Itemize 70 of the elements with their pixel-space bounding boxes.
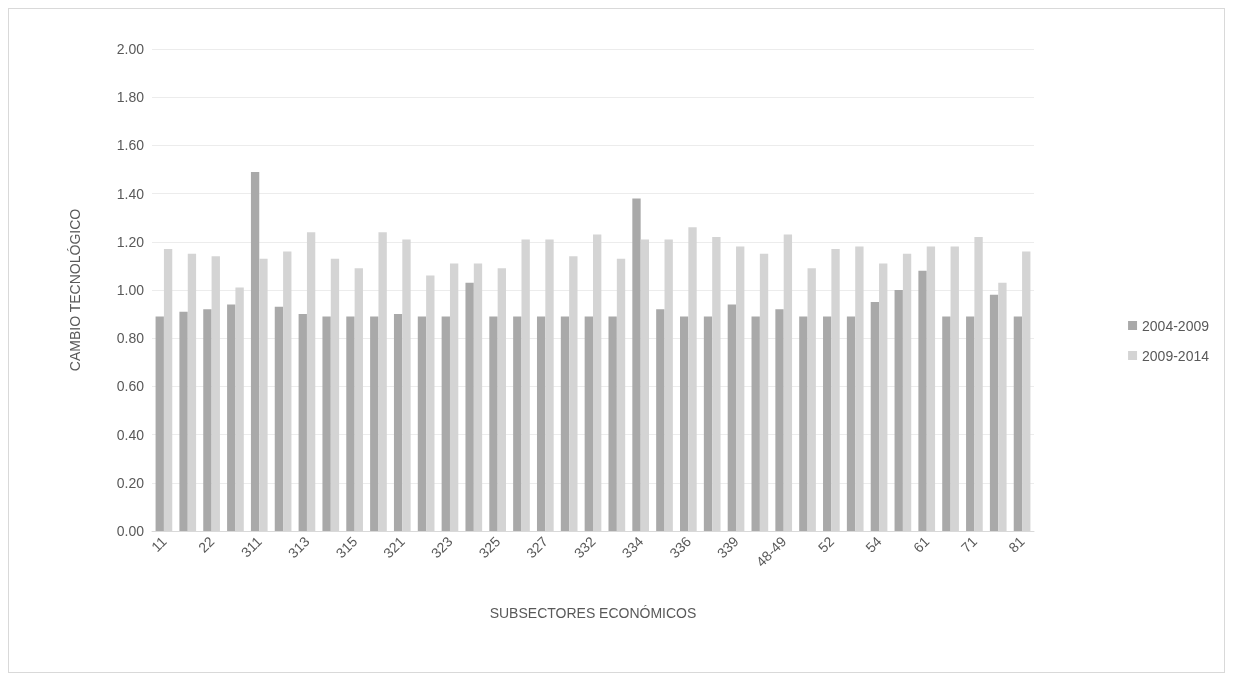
y-tick-label: 1.80 [116, 89, 145, 106]
y-tick-label: 1.60 [116, 137, 145, 154]
bar [656, 309, 665, 531]
y-tick-label: 1.00 [116, 282, 145, 298]
bar [989, 294, 999, 531]
bar [465, 282, 474, 531]
y-tick-label: 0.60 [116, 378, 145, 395]
bar [942, 316, 951, 531]
bar [536, 316, 546, 531]
bar [298, 314, 307, 531]
bar [370, 316, 379, 531]
x-tick-label: 71 [957, 533, 981, 556]
x-tick-label: 325 [475, 533, 504, 562]
bar [632, 198, 641, 531]
bar [823, 316, 832, 531]
y-tick-label: 0.20 [116, 474, 145, 491]
x-tick-label: 339 [713, 533, 742, 562]
bar [799, 316, 808, 531]
bar [703, 316, 713, 531]
x-axis-title: SUBSECTORES ECONÓMICOS [489, 605, 697, 621]
bar [250, 171, 260, 531]
bar [846, 316, 856, 531]
x-tick-label: 61 [910, 533, 933, 556]
bar [179, 311, 188, 531]
bar [155, 316, 164, 531]
bar [680, 316, 689, 531]
x-tick-label: 323 [427, 533, 456, 562]
x-tick-label: 332 [570, 533, 599, 562]
bar [513, 316, 522, 531]
bar [322, 316, 331, 531]
bar [918, 270, 927, 531]
x-tick-label: 22 [194, 533, 218, 556]
bar [227, 304, 236, 531]
legend-label: 2009-2014 [1142, 347, 1210, 364]
y-axis-title: CAMBIO TECNOLÓGICO [67, 208, 83, 372]
bar [584, 316, 593, 531]
x-tick-label: 11 [147, 533, 170, 555]
y-tick-label: 1.40 [116, 185, 145, 202]
bar [489, 316, 498, 531]
bar [775, 309, 784, 531]
bar [274, 306, 284, 531]
bar [346, 316, 355, 531]
y-tick-label: 0.80 [116, 330, 145, 347]
bar [870, 302, 880, 531]
x-tick-label: 313 [284, 533, 313, 562]
y-tick-label: 0.00 [116, 523, 145, 539]
x-tick-label: 336 [666, 533, 695, 562]
bar [203, 309, 212, 531]
bar [894, 290, 903, 531]
bar [751, 316, 760, 531]
bar [727, 304, 737, 531]
x-tick-label: 321 [380, 533, 409, 562]
x-tick-label: 54 [862, 533, 885, 556]
bar [1013, 316, 1023, 531]
bar [393, 314, 403, 531]
y-tick-label: 0.40 [116, 426, 145, 443]
bar [608, 316, 617, 531]
x-tick-label: 315 [332, 533, 361, 562]
y-tick-label: 1.20 [116, 233, 145, 250]
y-tick-label: 2.00 [116, 41, 145, 57]
bar [560, 316, 570, 531]
x-tick-label: 52 [814, 533, 838, 556]
bar [417, 316, 427, 531]
x-tick-label: 327 [523, 533, 552, 562]
bar [966, 316, 975, 531]
x-tick-label: 311 [237, 533, 266, 561]
bar [441, 316, 450, 531]
legend-label: 2004-2009 [1142, 317, 1210, 334]
x-tick-label: 334 [618, 533, 647, 562]
x-tick-label: 81 [1005, 533, 1028, 556]
